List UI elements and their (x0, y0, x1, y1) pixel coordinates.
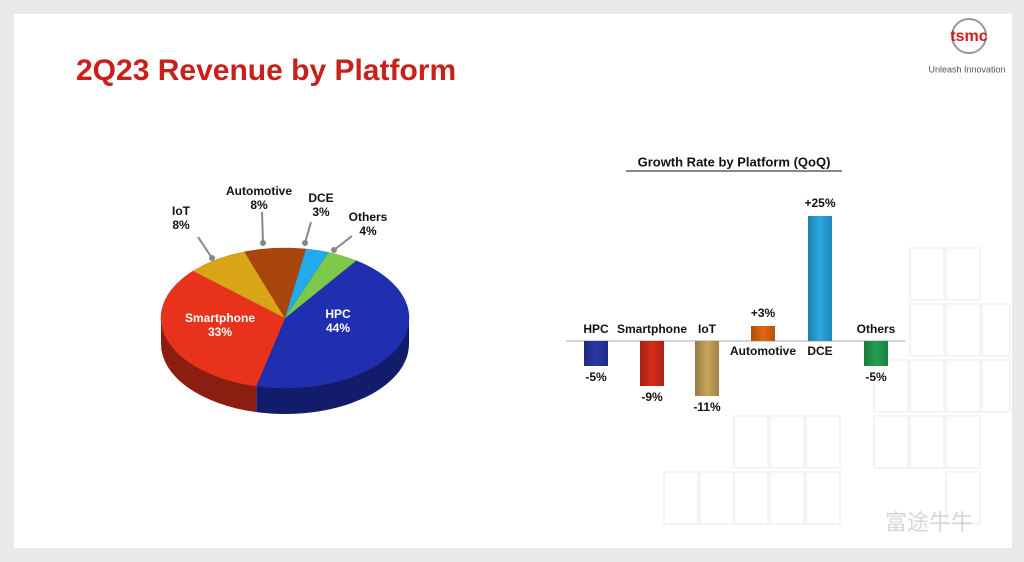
slide-title: 2Q23 Revenue by Platform (76, 54, 456, 87)
bar (695, 341, 719, 396)
pie-value-label: 33% (208, 325, 232, 339)
leader-line (197, 236, 213, 259)
x-category-label: Others (857, 322, 896, 336)
pie-label: DCE (308, 191, 333, 205)
bar-value-label: +25% (804, 196, 835, 210)
pie-value-label: 8% (172, 218, 190, 232)
slide-background (14, 14, 1012, 548)
background-squares (663, 247, 1011, 525)
x-category-label: Automotive (730, 344, 796, 358)
leader-dot (331, 247, 337, 253)
pie-slice-side (161, 318, 257, 413)
bar (751, 326, 775, 341)
pie-label: Others (349, 210, 388, 224)
x-category-label: HPC (583, 322, 609, 336)
logo-tagline: Unleash Innovation (928, 64, 1005, 74)
bar-value-label: -5% (865, 370, 887, 384)
pie-label: Automotive (226, 184, 292, 198)
pie-label: Smartphone (185, 311, 255, 325)
leader-dot (302, 240, 308, 246)
x-category-label: DCE (807, 344, 832, 358)
pie-value-label: 3% (312, 205, 330, 219)
bar (584, 341, 608, 366)
bar (808, 216, 832, 341)
bar (640, 341, 664, 386)
pie-value-label: 44% (326, 321, 350, 335)
pie-value-label: 8% (250, 198, 268, 212)
pie-slice (160, 270, 286, 387)
x-category-label: IoT (698, 322, 717, 336)
bar (864, 341, 888, 366)
bar-value-label: +3% (751, 306, 776, 320)
pie-value-label: 4% (359, 224, 377, 238)
leader-line (261, 211, 264, 244)
pie-slice (255, 260, 410, 389)
pie-slice-side (256, 318, 409, 414)
leader-line (333, 235, 353, 251)
bar-value-label: -5% (585, 370, 607, 384)
logo-brand: tsmc (950, 28, 987, 45)
pie-label: HPC (325, 307, 351, 321)
watermark: 富途牛牛 (885, 510, 973, 535)
leader-dot (260, 240, 266, 246)
leader-dot (209, 255, 215, 261)
bar-value-label: -9% (641, 390, 663, 404)
chart-title: Growth Rate by Platform (QoQ) (638, 154, 831, 169)
leader-line (304, 221, 312, 244)
x-category-label: Smartphone (617, 322, 687, 336)
bar-value-label: -11% (693, 400, 721, 414)
logo-icon (951, 18, 987, 54)
pie-label: IoT (172, 204, 191, 218)
pie-slice (284, 252, 357, 319)
